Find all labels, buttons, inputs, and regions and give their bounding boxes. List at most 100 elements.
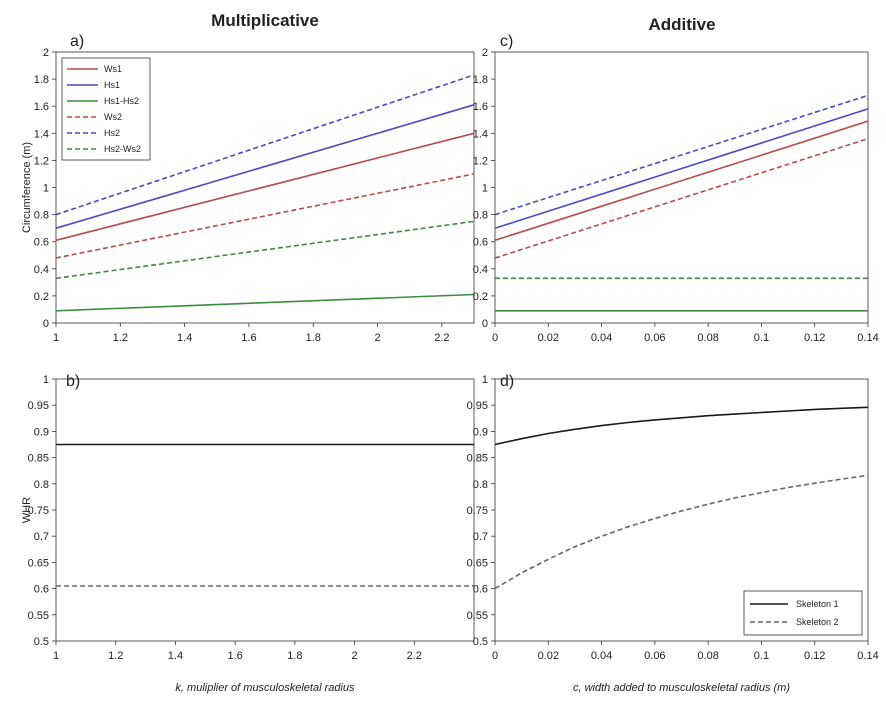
x-tick-label: 0 [492,332,498,344]
legend-entry: Skeleton 2 [796,617,839,627]
y-tick-label: 0.85 [467,453,488,465]
y-tick-label: 0.8 [473,479,488,491]
x-tick-label: 0.08 [697,650,718,662]
y-tick-label: 0.85 [28,453,49,465]
series-line-hs2 [55,74,475,216]
x-axis-label: c, width added to musculoskeletal radius… [573,682,790,694]
y-tick-label: 1 [43,374,49,386]
panel-c: 0 0.2 0.4 0.6 0.8 1 1.2 1.4 1.6 1.8 2 0 0.02 0.04 0.06… [473,33,879,344]
y-tick-label: 0.65 [28,557,49,569]
y-tick-label: 0.7 [473,531,488,543]
legend-entry: Hs1-Hs2 [104,96,139,106]
y-axis-label: Circumference (m) [21,142,33,233]
y-tick-label: 0.95 [467,400,488,412]
y-tick-label: 1.8 [473,74,488,86]
x-tick-label: 1.8 [306,332,321,344]
x-tick-label: 0.04 [591,332,612,344]
y-tick-label: 1 [482,183,488,195]
y-tick-label: 0.65 [467,557,488,569]
y-tick-label: 0.8 [34,210,49,222]
series-line-4 [494,94,869,216]
panel-d: 0.5 0.55 0.6 0.65 0.7 0.75 0.8 0.85 0.9 0.95 1 0 0.0… [467,373,879,694]
series-line-0 [494,120,869,242]
y-tick-label: 2 [43,47,49,59]
x-tick-label: 0.12 [804,332,825,344]
x-tick-label: 0.1 [754,650,769,662]
y-tick-label: 0.6 [34,237,49,249]
series-line-hs2-ws2 [55,220,475,280]
y-axis-label: WHR [21,497,33,523]
y-tick-label: 0.95 [28,400,49,412]
x-tick-label: 0.08 [697,332,718,344]
panels: 0 0.2 0.4 0.6 0.8 1 1.2 1.4 1.6 1.8 2 1 1.2 1.4 1.6 1.8… [21,33,879,694]
y-tick-label: 0.75 [467,505,488,517]
y-tick-label: 1.2 [473,155,488,167]
y-tick-label: 0.8 [34,479,49,491]
series-line-1 [494,108,869,229]
x-tick-label: 1 [53,332,59,344]
x-tick-label: 0 [492,650,498,662]
legend-entry: Hs1 [104,80,120,90]
y-tick-label: 0.2 [34,291,49,303]
y-tick-label: 0.2 [473,291,488,303]
series-line-ws2 [55,173,475,259]
x-tick-label: 1.4 [168,650,183,662]
y-tick-label: 0.55 [28,610,49,622]
x-tick-label: 1.8 [287,650,302,662]
x-tick-label: 0.1 [754,332,769,344]
y-tick-label: 1.6 [473,101,488,113]
x-tick-label: 2 [352,650,358,662]
x-tick-label: 1.4 [177,332,192,344]
panel-label: a) [70,33,84,50]
x-tick-label: 0.04 [591,650,612,662]
y-tick-label: 0.9 [473,426,488,438]
legend-box [61,57,151,161]
y-tick-label: 0.6 [473,584,488,596]
y-tick-label: 0.9 [34,426,49,438]
y-tick-label: 0.5 [473,636,488,648]
x-tick-label: 2 [374,332,380,344]
x-tick-label: 0.06 [644,332,665,344]
legend-entry: Ws1 [104,64,122,74]
x-tick-label: 0.02 [538,332,559,344]
panel-label: b) [66,373,80,390]
series-line-ws1 [55,132,475,242]
x-tick-label: 0.12 [804,650,825,662]
x-tick-label: 2.2 [434,332,449,344]
legend-box [743,590,863,636]
y-tick-label: 0.7 [34,531,49,543]
y-tick-label: 1.4 [473,128,488,140]
x-tick-label: 1.2 [113,332,128,344]
y-tick-label: 0.8 [473,210,488,222]
panel-label: c) [500,33,513,50]
legend-entry: Skeleton 1 [796,599,839,609]
series-line-skeleton-2 [494,474,869,590]
x-tick-label: 2.2 [407,650,422,662]
legend-entry: Hs2 [104,128,120,138]
x-axis-label: k, muliplier of musculoskeletal radius [175,682,355,694]
panel-a: 0 0.2 0.4 0.6 0.8 1 1.2 1.4 1.6 1.8 2 1 1.2 1.4 1.6 1.8… [21,33,475,344]
y-tick-label: 1.8 [34,74,49,86]
y-tick-label: 1.2 [34,155,49,167]
y-tick-label: 1 [43,183,49,195]
y-tick-label: 0.5 [34,636,49,648]
x-tick-label: 0.14 [857,650,878,662]
y-tick-label: 1.6 [34,101,49,113]
y-tick-label: 0.75 [28,505,49,517]
legend-entry: Hs2-Ws2 [104,144,141,154]
legend-entry: Ws2 [104,112,122,122]
y-tick-label: 0.4 [34,264,49,276]
y-tick-label: 0 [43,318,49,330]
panel-label: d) [500,373,514,390]
left-column-title: Multiplicative [211,11,319,30]
y-tick-label: 0.4 [473,264,488,276]
panel-b-frame [55,378,475,642]
series-line-skeleton-1 [494,406,869,446]
y-tick-label: 0.6 [34,584,49,596]
x-tick-label: 1.2 [108,650,123,662]
series-line-3 [494,137,869,259]
series-line-hs1 [55,104,475,229]
x-tick-label: 0.06 [644,650,665,662]
